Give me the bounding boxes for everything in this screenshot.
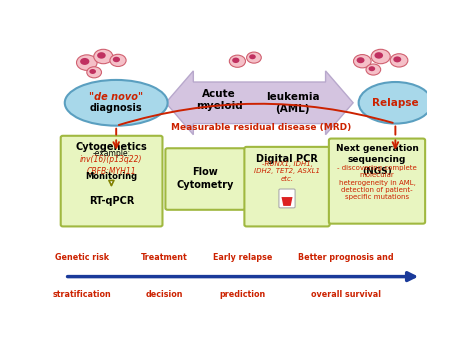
Text: Better prognosis and: Better prognosis and (298, 253, 393, 262)
Circle shape (366, 64, 381, 75)
Circle shape (94, 49, 113, 64)
Text: decision: decision (145, 290, 182, 299)
Text: Digital PCR: Digital PCR (256, 153, 318, 163)
Circle shape (87, 67, 101, 78)
FancyBboxPatch shape (61, 136, 163, 226)
Text: Early relapse: Early relapse (213, 253, 273, 262)
Text: Cytogenetics: Cytogenetics (75, 143, 147, 152)
Circle shape (110, 54, 126, 67)
Text: Next generation
sequencing
(NGS): Next generation sequencing (NGS) (336, 144, 419, 176)
Text: Acute
myeloid: Acute myeloid (196, 89, 242, 111)
Circle shape (232, 58, 239, 63)
Circle shape (113, 57, 120, 62)
Text: leukemia
(AML): leukemia (AML) (266, 91, 319, 114)
Text: Monitoring: Monitoring (85, 172, 137, 181)
Text: Relapse: Relapse (372, 98, 419, 108)
FancyBboxPatch shape (279, 189, 295, 208)
Circle shape (249, 54, 256, 59)
FancyBboxPatch shape (165, 148, 245, 210)
Circle shape (371, 49, 390, 64)
Polygon shape (166, 71, 353, 135)
Circle shape (393, 57, 401, 62)
Circle shape (76, 55, 97, 70)
Text: diagnosis: diagnosis (90, 103, 143, 113)
Text: overall survival: overall survival (311, 290, 381, 299)
Text: - discovering complete
molecular
heterogeneity in AML,
detection of patient-
spe: - discovering complete molecular heterog… (337, 165, 417, 200)
Text: inv(16)(p13q22)
CBFB:MYH11: inv(16)(p13q22) CBFB:MYH11 (80, 156, 143, 176)
Text: -example:: -example: (92, 149, 130, 158)
FancyArrowPatch shape (113, 140, 119, 148)
Text: -RUNX1, IDH1,
IDH2, TET2, ASXL1
etc.: -RUNX1, IDH1, IDH2, TET2, ASXL1 etc. (254, 161, 320, 182)
Circle shape (369, 66, 375, 71)
Text: Measurable residual disease (MRD): Measurable residual disease (MRD) (171, 123, 351, 132)
FancyArrowPatch shape (119, 104, 392, 125)
Ellipse shape (359, 82, 432, 123)
FancyBboxPatch shape (329, 139, 425, 224)
Text: Treatment: Treatment (141, 253, 187, 262)
Text: prediction: prediction (220, 290, 266, 299)
Circle shape (97, 52, 106, 59)
Text: Genetic risk: Genetic risk (55, 253, 109, 262)
Text: Flow
Cytometry: Flow Cytometry (177, 167, 234, 190)
Circle shape (90, 69, 96, 74)
Circle shape (80, 58, 90, 65)
Polygon shape (282, 197, 292, 206)
Ellipse shape (65, 80, 168, 126)
FancyBboxPatch shape (245, 147, 329, 226)
Text: stratification: stratification (53, 290, 111, 299)
Circle shape (229, 55, 246, 67)
Text: RT-qPCR: RT-qPCR (89, 195, 134, 206)
Circle shape (374, 52, 383, 59)
Circle shape (390, 54, 408, 67)
Circle shape (246, 52, 261, 63)
Text: "de novo": "de novo" (89, 92, 143, 102)
Circle shape (356, 57, 365, 63)
FancyArrowPatch shape (392, 140, 398, 148)
Circle shape (354, 55, 371, 68)
